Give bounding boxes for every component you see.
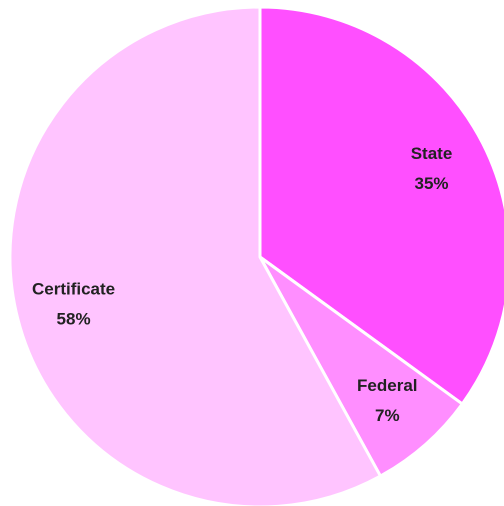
slice-label: State [411,144,453,163]
slice-label: Certificate [32,279,115,298]
slice-label: Federal [357,376,417,395]
slice-value-label: 58% [57,309,91,328]
pie-slice [258,255,464,478]
pie-slice [8,5,382,506]
pie-slice [258,5,504,406]
slice-value-label: 7% [375,406,400,425]
slice-value-label: 35% [415,174,449,193]
